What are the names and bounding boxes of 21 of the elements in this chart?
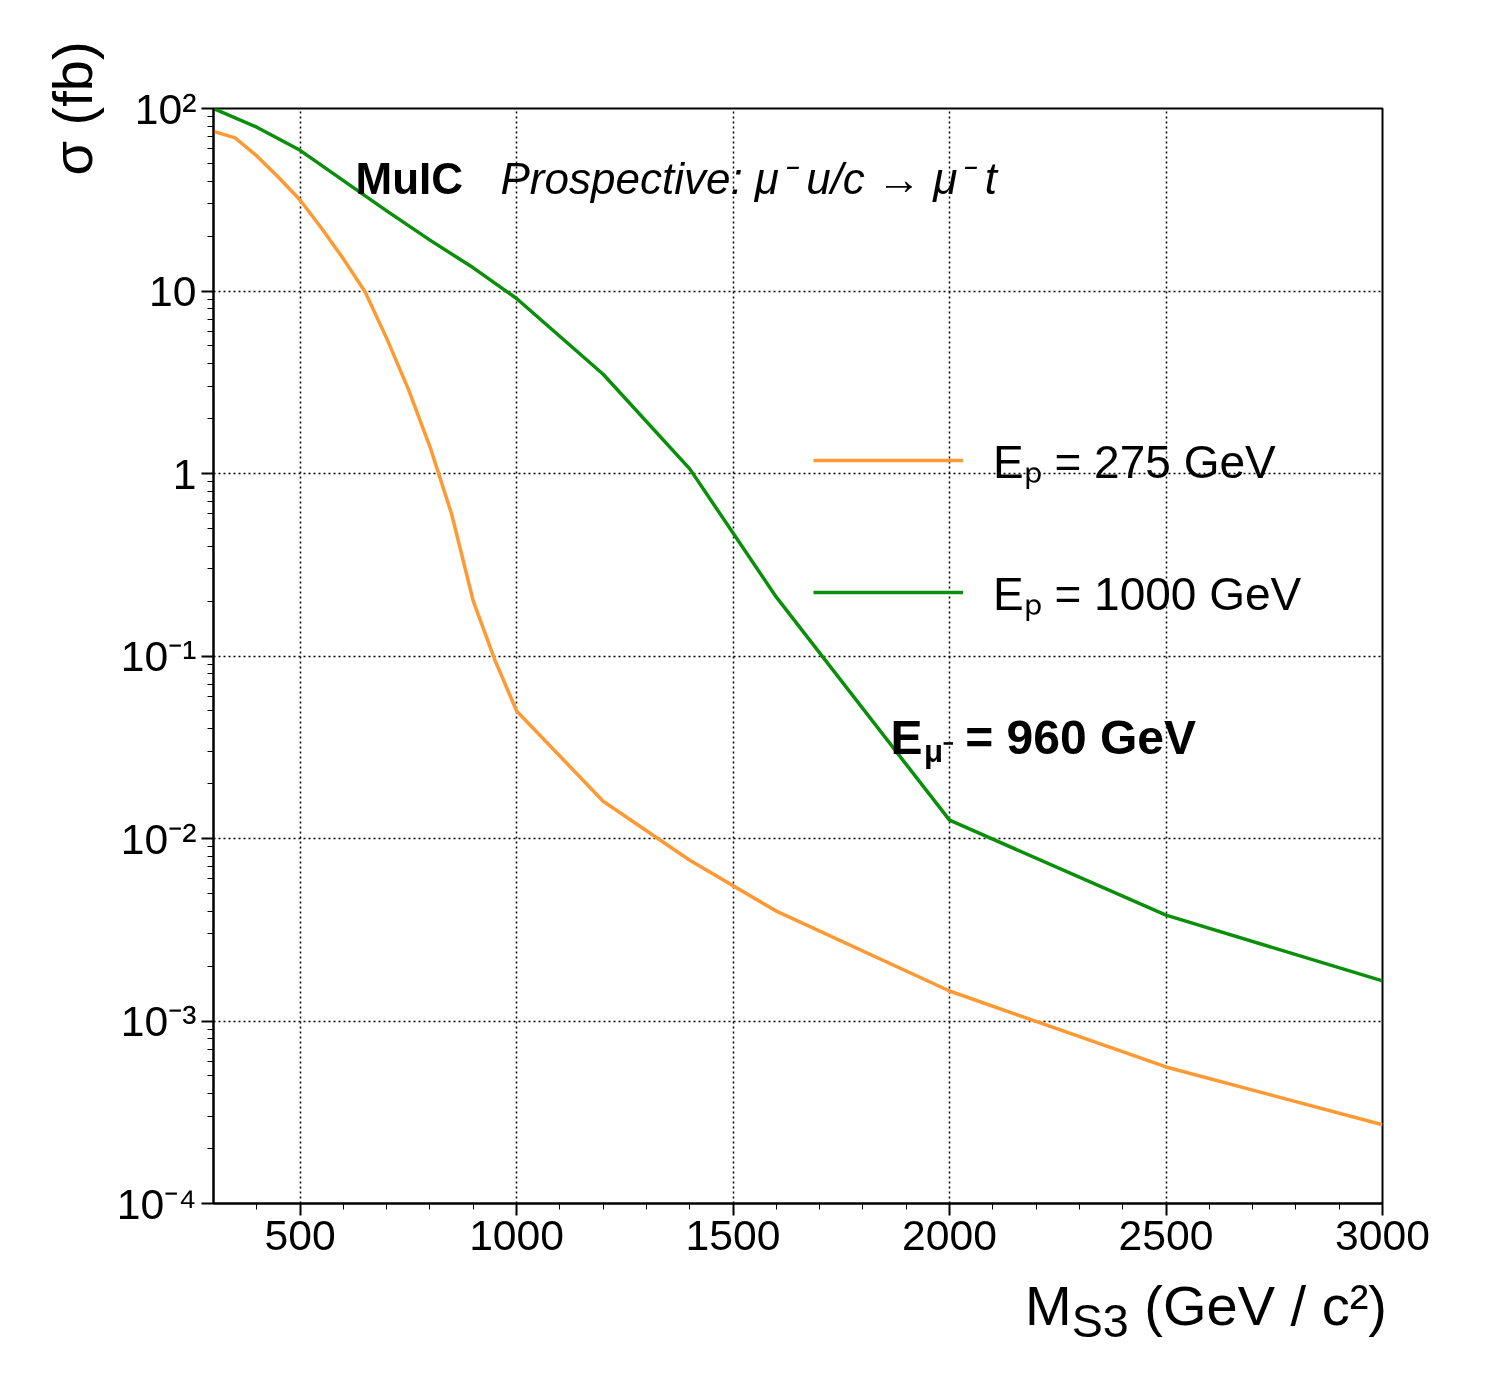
y-tick-label: 10² (134, 84, 197, 133)
x-tick-label: 2000 (902, 1210, 997, 1259)
x-axis-title: M$_{S3}$ (GeV / c²) (1025, 1274, 1387, 1348)
x-tick-label: 3000 (1335, 1210, 1430, 1259)
x-tick-label: 1500 (685, 1210, 781, 1259)
line-series (213, 108, 1383, 983)
y-tick-label: 10⁻³ (120, 997, 197, 1045)
y-tick-label: 10 (149, 267, 197, 315)
x-tick-label: 2500 (1118, 1210, 1214, 1259)
y-axis-title: σ (fb) (40, 41, 104, 176)
line-series (213, 129, 1383, 1127)
y-tick-label: 10⁻¹ (120, 632, 197, 680)
legend-label: Eₚ = 275 GeV (993, 435, 1276, 491)
annotation: MuIC (355, 154, 464, 203)
x-tick-label: 500 (264, 1210, 336, 1259)
x-tick-label: 1000 (469, 1210, 565, 1259)
annotation: Prospective: μ⁻ u/c → μ⁻ t (500, 154, 999, 203)
y-tick-label: 10⁻² (120, 814, 197, 863)
y-tick-label: 1 (172, 449, 197, 498)
y-tick-label: 10⁻⁴ (116, 1179, 197, 1228)
legend-label: Eₚ = 1000 GeV (993, 567, 1302, 623)
